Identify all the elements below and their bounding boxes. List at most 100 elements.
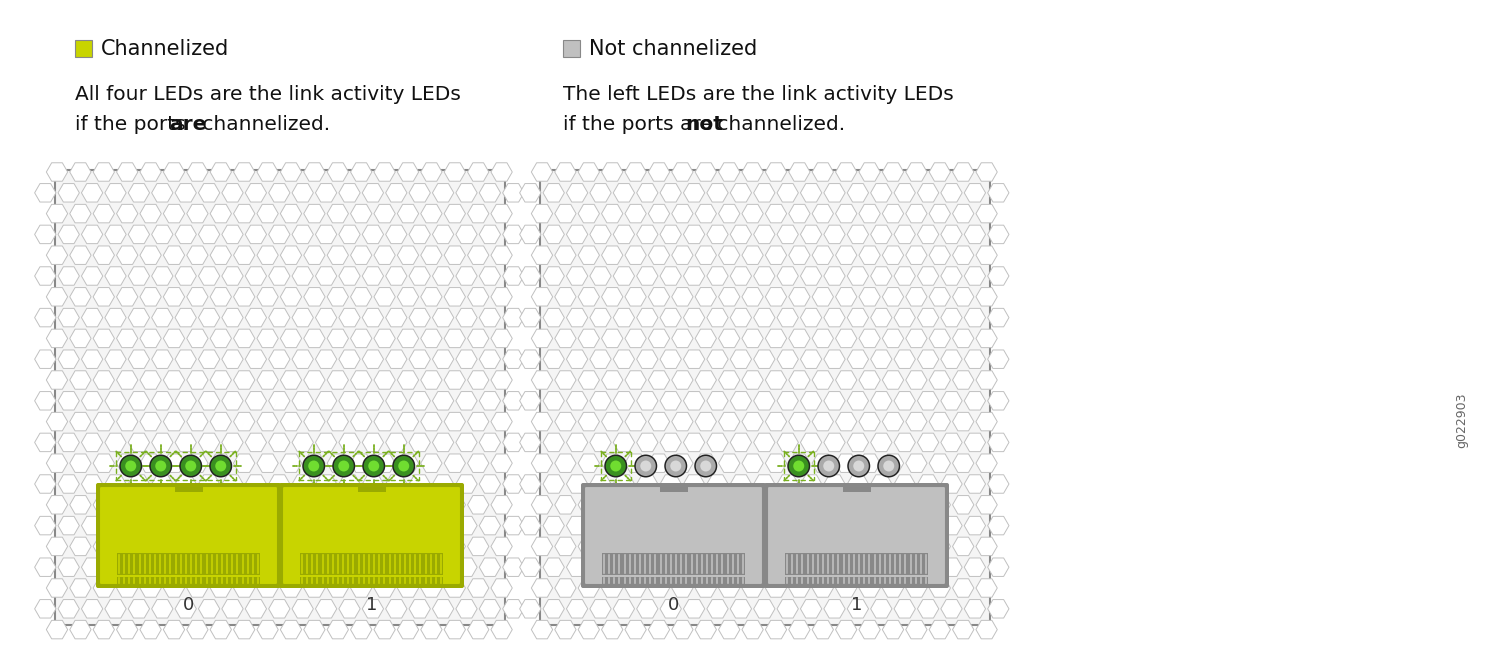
Polygon shape	[859, 496, 880, 514]
Polygon shape	[836, 371, 856, 389]
Polygon shape	[614, 433, 634, 451]
Polygon shape	[531, 246, 552, 264]
Polygon shape	[847, 516, 868, 535]
Polygon shape	[186, 163, 209, 181]
Polygon shape	[753, 309, 776, 327]
Polygon shape	[478, 267, 501, 286]
Polygon shape	[128, 225, 150, 244]
Polygon shape	[303, 163, 326, 181]
Polygon shape	[490, 412, 513, 431]
Polygon shape	[672, 246, 693, 264]
Polygon shape	[432, 433, 454, 451]
Polygon shape	[140, 371, 162, 389]
Polygon shape	[636, 350, 658, 368]
Polygon shape	[801, 600, 822, 618]
Polygon shape	[420, 621, 442, 639]
Polygon shape	[859, 454, 880, 473]
Polygon shape	[964, 516, 986, 535]
Polygon shape	[648, 204, 669, 223]
Circle shape	[210, 456, 231, 476]
Polygon shape	[578, 204, 600, 223]
Polygon shape	[718, 288, 740, 306]
Polygon shape	[836, 579, 856, 598]
Polygon shape	[315, 184, 338, 202]
Polygon shape	[339, 391, 360, 410]
Polygon shape	[824, 184, 844, 202]
Polygon shape	[128, 475, 150, 493]
Polygon shape	[602, 454, 622, 473]
Polygon shape	[268, 433, 290, 451]
Polygon shape	[882, 204, 903, 223]
Polygon shape	[234, 496, 255, 514]
Polygon shape	[555, 537, 576, 556]
Polygon shape	[478, 225, 501, 244]
Polygon shape	[847, 391, 868, 410]
Polygon shape	[859, 621, 880, 639]
Polygon shape	[386, 475, 406, 493]
Polygon shape	[327, 204, 348, 223]
Polygon shape	[244, 516, 267, 535]
Polygon shape	[964, 350, 986, 368]
Polygon shape	[928, 371, 951, 389]
Circle shape	[156, 461, 166, 471]
Polygon shape	[140, 496, 162, 514]
Polygon shape	[859, 246, 880, 264]
Polygon shape	[46, 537, 68, 556]
Polygon shape	[198, 433, 220, 451]
Polygon shape	[718, 537, 740, 556]
Polygon shape	[456, 309, 477, 327]
Polygon shape	[398, 412, 418, 431]
Polygon shape	[976, 246, 998, 264]
Polygon shape	[432, 309, 454, 327]
Polygon shape	[987, 475, 1010, 493]
Polygon shape	[694, 496, 717, 514]
Polygon shape	[648, 163, 669, 181]
Polygon shape	[590, 475, 610, 493]
Circle shape	[209, 455, 232, 477]
Polygon shape	[152, 267, 172, 286]
Polygon shape	[315, 600, 338, 618]
Polygon shape	[186, 496, 209, 514]
Polygon shape	[894, 267, 915, 286]
Polygon shape	[478, 184, 501, 202]
Polygon shape	[765, 246, 786, 264]
Polygon shape	[432, 267, 454, 286]
Polygon shape	[801, 558, 822, 576]
Polygon shape	[694, 288, 717, 306]
Polygon shape	[117, 288, 138, 306]
Polygon shape	[626, 579, 646, 598]
Polygon shape	[58, 225, 80, 244]
Polygon shape	[777, 267, 798, 286]
Polygon shape	[140, 579, 162, 598]
Polygon shape	[614, 558, 634, 576]
Polygon shape	[128, 433, 150, 451]
Polygon shape	[742, 454, 764, 473]
Polygon shape	[280, 621, 302, 639]
Polygon shape	[490, 621, 513, 639]
Polygon shape	[590, 267, 610, 286]
Polygon shape	[93, 288, 114, 306]
Polygon shape	[718, 163, 740, 181]
Polygon shape	[614, 350, 634, 368]
Polygon shape	[280, 288, 302, 306]
Polygon shape	[789, 454, 810, 473]
Polygon shape	[694, 163, 717, 181]
Circle shape	[694, 455, 717, 477]
Polygon shape	[660, 391, 681, 410]
Polygon shape	[578, 621, 600, 639]
Polygon shape	[490, 579, 513, 598]
Polygon shape	[952, 412, 974, 431]
Polygon shape	[812, 579, 834, 598]
Polygon shape	[952, 246, 974, 264]
Polygon shape	[614, 475, 634, 493]
Polygon shape	[801, 475, 822, 493]
Polygon shape	[765, 371, 786, 389]
Polygon shape	[684, 558, 705, 576]
Polygon shape	[386, 391, 406, 410]
Polygon shape	[398, 621, 418, 639]
Polygon shape	[777, 600, 798, 618]
Polygon shape	[777, 558, 798, 576]
Polygon shape	[753, 350, 776, 368]
Polygon shape	[268, 184, 290, 202]
Polygon shape	[374, 288, 396, 306]
